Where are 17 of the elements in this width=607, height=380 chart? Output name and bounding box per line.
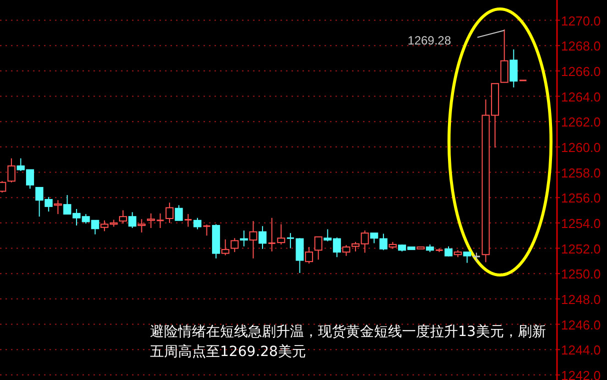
- y-tick-label: 1264.0: [561, 89, 601, 104]
- y-tick-label: 1254.0: [561, 216, 601, 231]
- y-tick-label: 1266.0: [561, 64, 601, 79]
- y-tick-label: 1268.0: [561, 38, 601, 54]
- y-tick-label: 1260.0: [561, 140, 601, 155]
- annotation: 避险情绪在短线急剧升温，现货黄金短线一度拉升13美元，刷新五周高点至1269.28美元: [150, 323, 547, 362]
- y-tick-label: 1258.0: [561, 165, 601, 180]
- y-tick-label: 1252.0: [561, 241, 601, 256]
- y-tick-label: 1270.0: [561, 13, 601, 28]
- y-tick-label: 1248.0: [561, 292, 601, 307]
- annotation: 1269.28: [408, 33, 452, 48]
- y-tick-label: 1250.0: [561, 266, 601, 282]
- y-tick-label: 1262.0: [561, 114, 601, 130]
- y-tick-label: 1244.0: [561, 342, 601, 358]
- y-tick-label: 1256.0: [561, 190, 601, 206]
- y-tick-label: 1246.0: [561, 317, 601, 332]
- y-tick-label: 1242.0: [561, 368, 601, 380]
